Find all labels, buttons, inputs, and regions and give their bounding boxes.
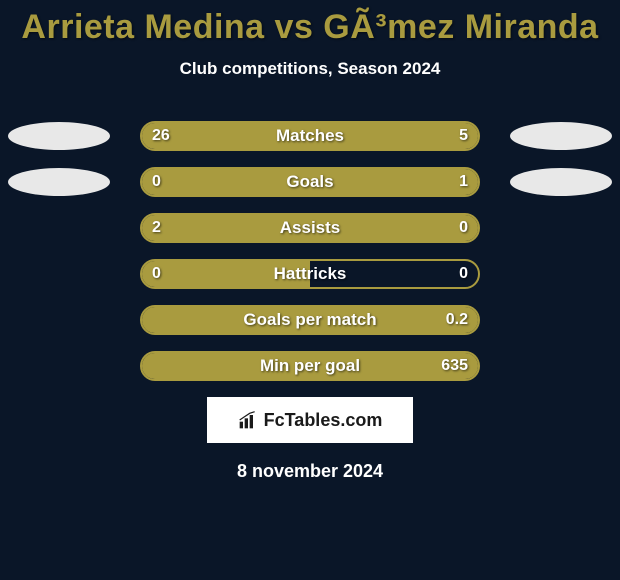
- stat-label: Goals: [286, 172, 333, 192]
- stat-label: Assists: [280, 218, 340, 238]
- stat-row: 2 Assists 0: [0, 213, 620, 243]
- flag-right-icon: [510, 168, 612, 196]
- subtitle: Club competitions, Season 2024: [0, 59, 620, 79]
- stat-bar: Goals per match 0.2: [140, 305, 480, 335]
- stat-value-right: 635: [441, 357, 468, 375]
- flag-right-icon: [510, 122, 612, 150]
- stats-list: 26 Matches 5 0 Goals 1 2 Assis: [0, 121, 620, 381]
- flag-left-icon: [8, 168, 110, 196]
- date-label: 8 november 2024: [0, 461, 620, 482]
- fctables-logo[interactable]: FcTables.com: [207, 397, 413, 443]
- comparison-container: Arrieta Medina vs GÃ³mez Miranda Club co…: [0, 0, 620, 482]
- stat-row: 0 Goals 1: [0, 167, 620, 197]
- stat-bar: 26 Matches 5: [140, 121, 480, 151]
- stat-value-left: 26: [152, 127, 170, 145]
- stat-row: Goals per match 0.2: [0, 305, 620, 335]
- stat-value-right: 1: [459, 173, 468, 191]
- stat-value-left: 0: [152, 173, 161, 191]
- stat-value-right: 0: [459, 219, 468, 237]
- logo-text: FcTables.com: [264, 410, 383, 431]
- bar-fill-right: [202, 169, 478, 195]
- stat-row: 0 Hattricks 0: [0, 259, 620, 289]
- stat-bar: 0 Hattricks 0: [140, 259, 480, 289]
- stat-value-right: 5: [459, 127, 468, 145]
- stat-value-right: 0.2: [446, 311, 468, 329]
- stat-row: 26 Matches 5: [0, 121, 620, 151]
- stat-label: Min per goal: [260, 356, 360, 376]
- page-title: Arrieta Medina vs GÃ³mez Miranda: [0, 8, 620, 47]
- chart-icon: [238, 410, 258, 430]
- stat-row: Min per goal 635: [0, 351, 620, 381]
- stat-label: Hattricks: [274, 264, 347, 284]
- stat-bar: 2 Assists 0: [140, 213, 480, 243]
- stat-bar: 0 Goals 1: [140, 167, 480, 197]
- stat-value-left: 0: [152, 265, 161, 283]
- stat-bar: Min per goal 635: [140, 351, 480, 381]
- stat-label: Matches: [276, 126, 344, 146]
- stat-value-right: 0: [459, 265, 468, 283]
- flag-left-icon: [8, 122, 110, 150]
- stat-value-left: 2: [152, 219, 161, 237]
- stat-label: Goals per match: [243, 310, 376, 330]
- bar-fill-left: [142, 123, 407, 149]
